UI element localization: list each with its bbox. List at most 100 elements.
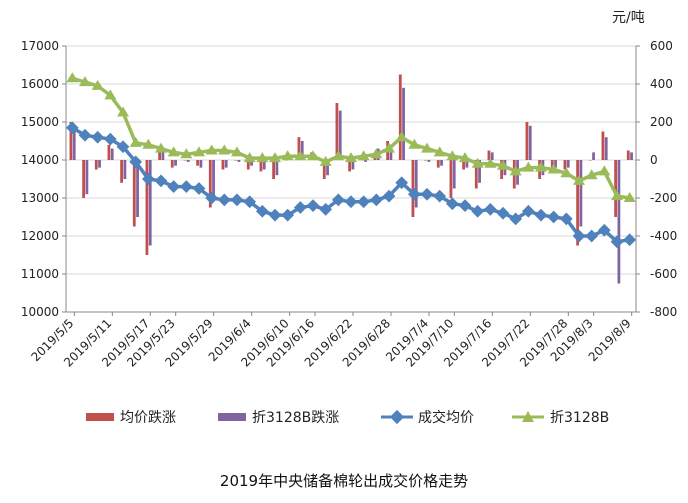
bar-avg-change (424, 160, 427, 161)
y-left-tick-label: 17000 (21, 39, 59, 53)
point-3128b (104, 89, 117, 100)
point-3128b (357, 150, 370, 161)
bar-avg-change (626, 150, 630, 160)
point-3128b (79, 76, 91, 87)
point-3128b (459, 152, 471, 163)
point-avg-price (458, 199, 472, 212)
point-avg-price (357, 195, 371, 209)
point-3128b (117, 106, 129, 117)
y-right-tick-label: -400 (650, 229, 677, 243)
bar-avg-change (107, 144, 111, 160)
bar-avg-change (398, 74, 402, 160)
point-3128b (535, 161, 547, 172)
bar-avg-change (525, 122, 529, 160)
point-avg-price (395, 176, 409, 190)
point-avg-price (496, 206, 510, 220)
point-avg-price (192, 182, 206, 195)
bar-3128b-change (85, 160, 89, 195)
bar-avg-change (94, 160, 98, 170)
point-avg-price (141, 172, 155, 186)
y-left-tick-label: 12000 (21, 229, 59, 243)
bar-3128b-change (528, 125, 532, 160)
legend-marker-3128b (522, 411, 534, 422)
point-3128b (611, 190, 623, 201)
point-avg-price (483, 203, 497, 216)
point-3128b (231, 146, 243, 157)
point-avg-price (255, 204, 269, 218)
plot-area (65, 45, 637, 313)
point-avg-price (179, 180, 193, 193)
bar-avg-change (208, 160, 212, 208)
point-3128b (167, 146, 180, 157)
bar-3128b-change (414, 160, 418, 208)
legend-item-3128b: 折3128B (512, 410, 609, 426)
bar-avg-change (576, 160, 579, 246)
point-3128b (332, 150, 345, 161)
legend: 均价跌涨 折3128B跌涨 成交均价 折3128B (86, 409, 609, 426)
point-3128b (408, 138, 421, 149)
bar-3128b-change (237, 160, 241, 162)
point-avg-price (103, 132, 117, 146)
bar-avg-change (335, 103, 339, 160)
bar-avg-change (272, 160, 275, 179)
bar-avg-change (411, 160, 415, 217)
bar-avg-change (120, 160, 123, 183)
bar-avg-change (601, 131, 605, 160)
bar-avg-change (348, 160, 351, 172)
y-right-tick-label: 600 (650, 39, 673, 53)
point-3128b (345, 152, 357, 163)
bar-3128b-change (427, 160, 431, 162)
bar-3128b-change (630, 152, 633, 160)
bar-3128b-change (123, 160, 127, 179)
point-3128b (370, 148, 383, 159)
bar-3128b-change (300, 141, 304, 160)
bar-avg-change (436, 160, 440, 168)
point-3128b (129, 136, 142, 147)
point-avg-price (281, 208, 295, 222)
y-left-tick-label: 14000 (21, 153, 59, 167)
bar-3128b-change (440, 160, 443, 166)
point-avg-price (319, 203, 333, 216)
bar-avg-change (474, 160, 478, 189)
bar-3128b-change (402, 87, 405, 160)
point-3128b (319, 155, 332, 166)
bar-3128b-change (452, 160, 456, 189)
bar-avg-change (614, 160, 617, 217)
legend-swatch-avg-change (86, 413, 114, 421)
bar-3128b-change (199, 160, 203, 168)
point-3128b (433, 146, 446, 157)
point-3128b (205, 144, 218, 155)
bar-avg-change (588, 160, 592, 161)
bar-3128b-change (136, 160, 139, 217)
point-avg-price (420, 187, 434, 201)
point-3128b (446, 150, 459, 161)
point-avg-price (268, 208, 282, 222)
point-avg-price (116, 140, 130, 154)
bar-avg-change (170, 160, 174, 168)
bar-3128b-change (617, 160, 621, 284)
bar-3128b-change (224, 160, 228, 168)
y-right-tick-label: -600 (650, 267, 677, 281)
point-avg-price (78, 128, 92, 142)
legend-marker-avg-price (389, 409, 405, 425)
y-right-tick-label: -200 (650, 191, 677, 205)
bar-avg-change (132, 160, 136, 227)
bar-3128b-change (174, 160, 177, 166)
point-3128b (395, 131, 408, 142)
bar-3128b-change (566, 160, 570, 168)
point-avg-price (154, 174, 168, 188)
point-3128b (243, 152, 256, 163)
bar-avg-change (246, 160, 250, 170)
bar-avg-change (487, 150, 491, 160)
right-axis-unit-label: 元/吨 (612, 10, 645, 26)
point-3128b (193, 146, 205, 157)
bar-3128b-change (490, 152, 494, 160)
point-avg-price (167, 180, 181, 193)
point-avg-price (509, 212, 523, 226)
bar-3128b-change (161, 152, 165, 160)
point-3128b (142, 138, 155, 149)
point-avg-price (331, 193, 345, 207)
point-3128b (383, 142, 395, 153)
point-3128b (269, 152, 281, 163)
